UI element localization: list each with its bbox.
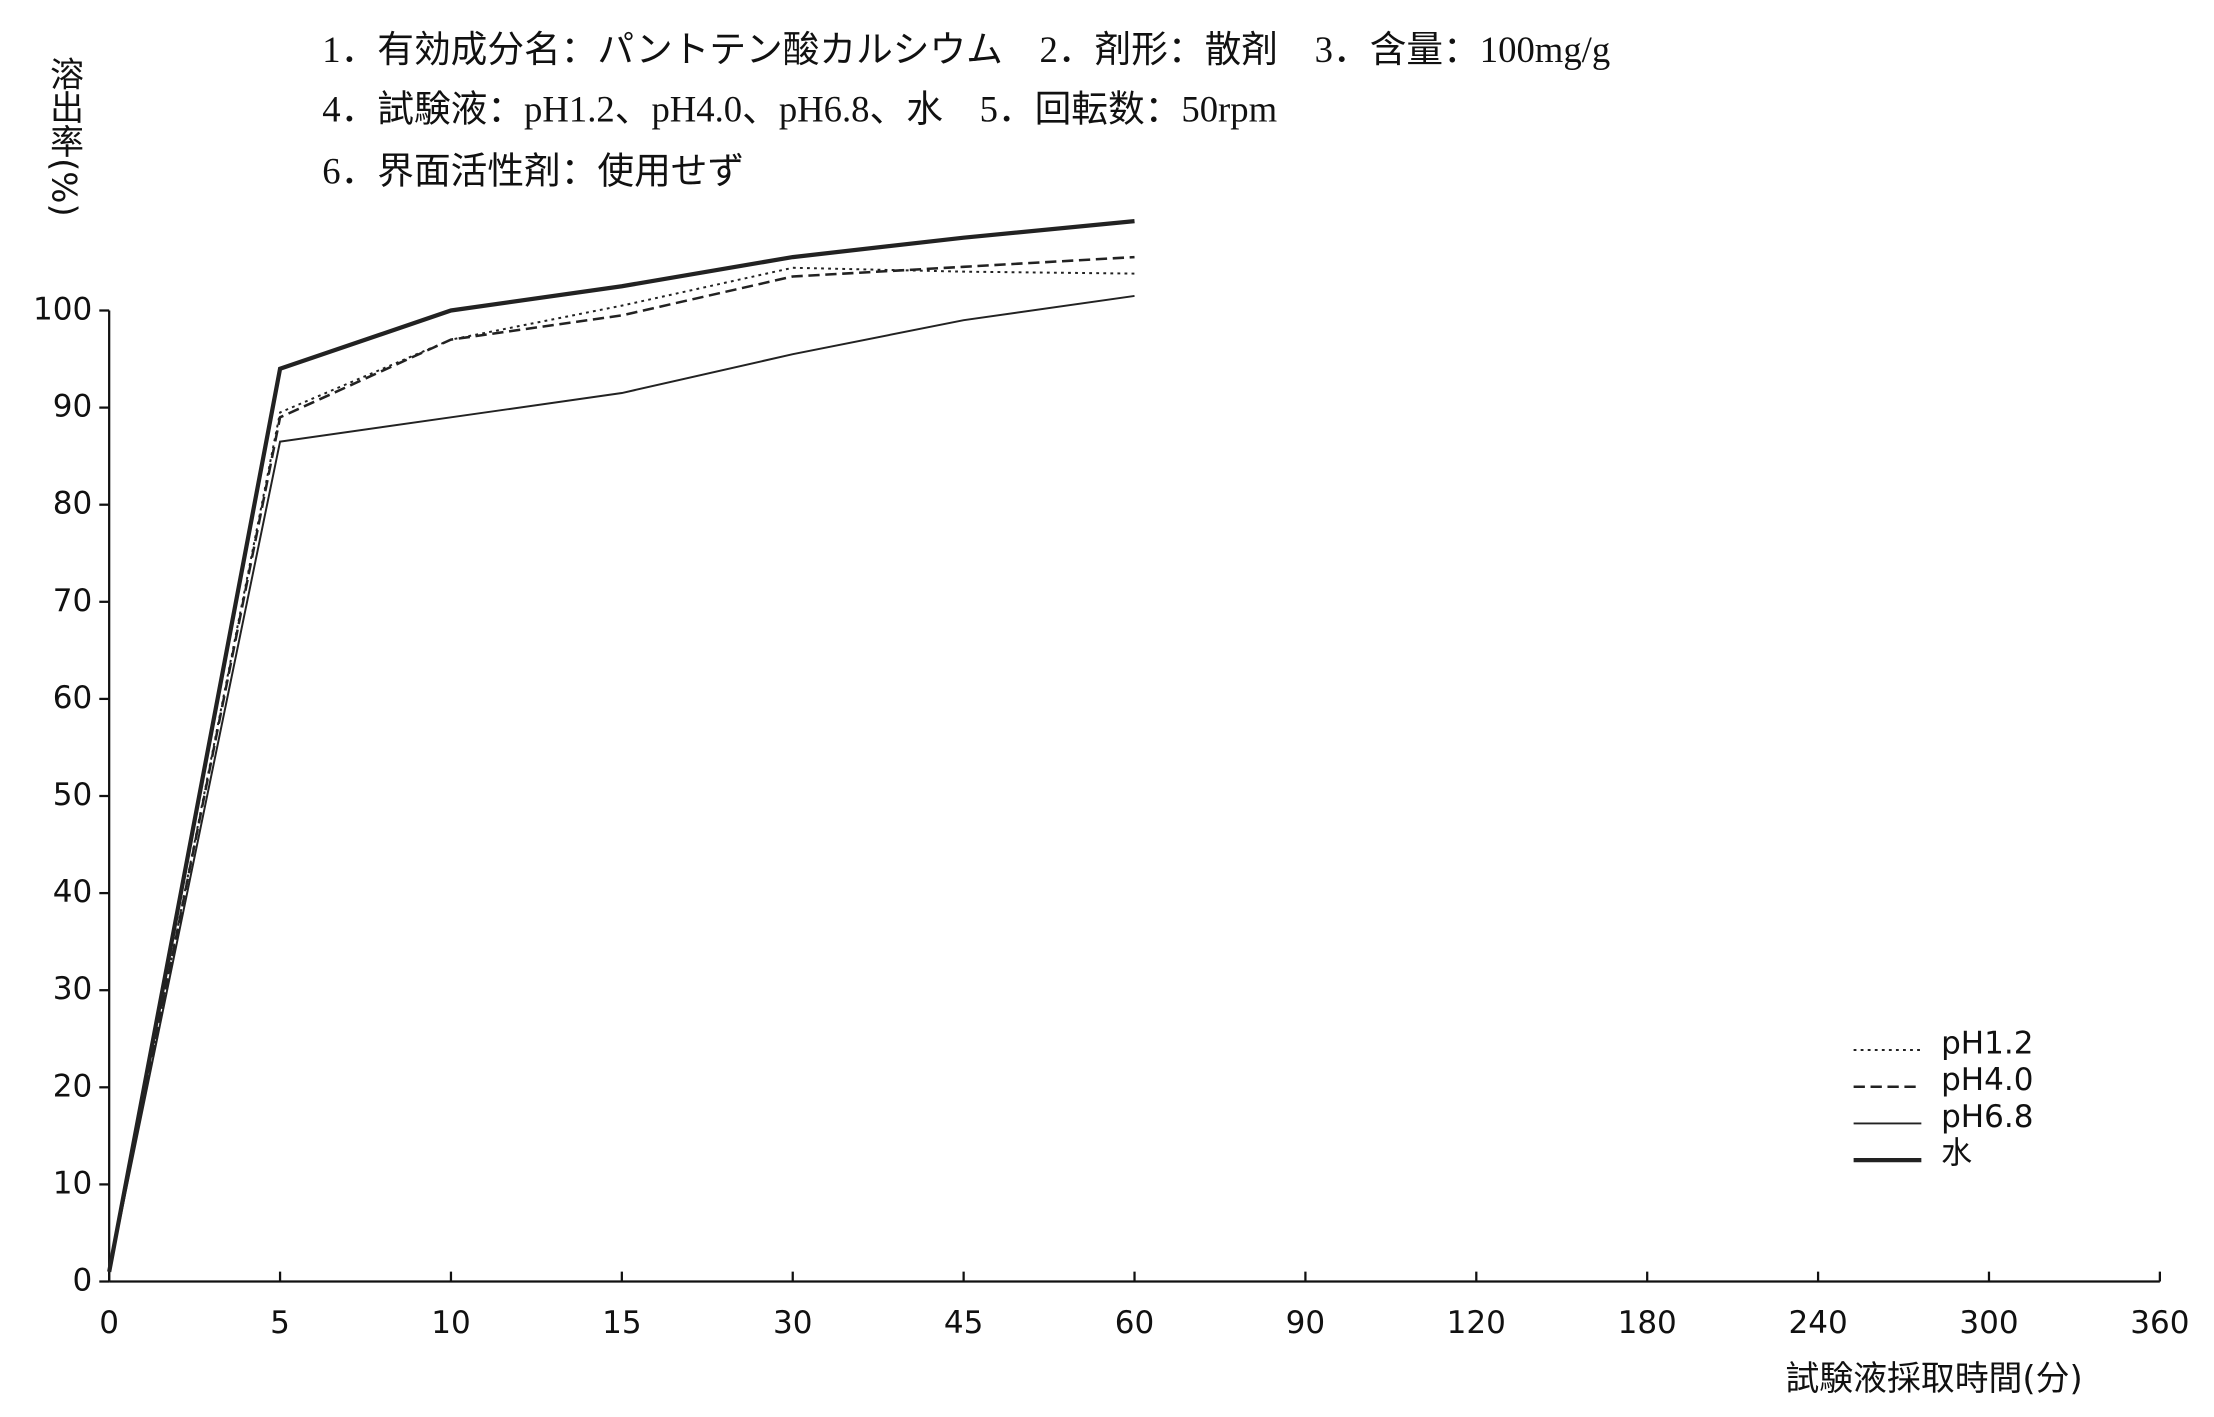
y-tick-label: 0 <box>72 1263 92 1299</box>
x-tick-label: 5 <box>270 1305 290 1341</box>
data-line <box>108 294 1135 1272</box>
x-tick-label: 240 <box>1788 1305 1847 1341</box>
x-tick-label: 90 <box>1286 1305 1326 1341</box>
legend-label: pH6.8 <box>1941 1099 2033 1135</box>
y-tick-label: 90 <box>53 389 92 425</box>
x-tick-label: 360 <box>2130 1305 2189 1341</box>
x-tick-label: 45 <box>944 1305 984 1341</box>
y-tick-label: 10 <box>53 1165 92 1201</box>
y-tick-label: 70 <box>53 583 92 619</box>
legend-label: pH4.0 <box>1941 1062 2033 1098</box>
y-tick-label: 60 <box>53 680 92 716</box>
x-tick-label: 10 <box>431 1305 471 1341</box>
x-tick-label: 60 <box>1115 1305 1155 1341</box>
note: 6．界面活性剤：使用せず <box>322 150 744 191</box>
x-tick-label: 30 <box>773 1305 813 1341</box>
x-tick-label: 0 <box>99 1305 119 1341</box>
y-tick-label: 50 <box>53 777 92 813</box>
y-axis-label: 溶出率(%) <box>45 56 84 216</box>
data-line <box>108 266 1135 1272</box>
y-tick-label: 30 <box>53 971 92 1007</box>
x-tick-label: 120 <box>1447 1305 1506 1341</box>
x-tick-label: 15 <box>602 1305 642 1341</box>
y-tick-label: 20 <box>53 1068 92 1104</box>
note: 4．試験液：pH1.2、pH4.0、pH6.8、水 5．回転数：50rpm <box>322 88 1277 129</box>
y-tick-label: 80 <box>53 486 92 522</box>
x-tick-label: 180 <box>1618 1305 1677 1341</box>
y-tick-label: 40 <box>53 874 92 910</box>
x-axis-label: 試験液採取時間(分) <box>1785 1359 2082 1398</box>
legend-label: 水 <box>1941 1135 1972 1171</box>
x-tick-label: 300 <box>1959 1305 2018 1341</box>
y-tick-label: 100 <box>33 291 92 327</box>
data-line <box>107 255 1135 1273</box>
note: 1．有効成分名：パントテン酸カルシウム 2．剤形：散剤 3．含量：100mg/g <box>322 29 1610 70</box>
legend-label: pH1.2 <box>1941 1025 2033 1061</box>
data-line <box>107 219 1135 1273</box>
